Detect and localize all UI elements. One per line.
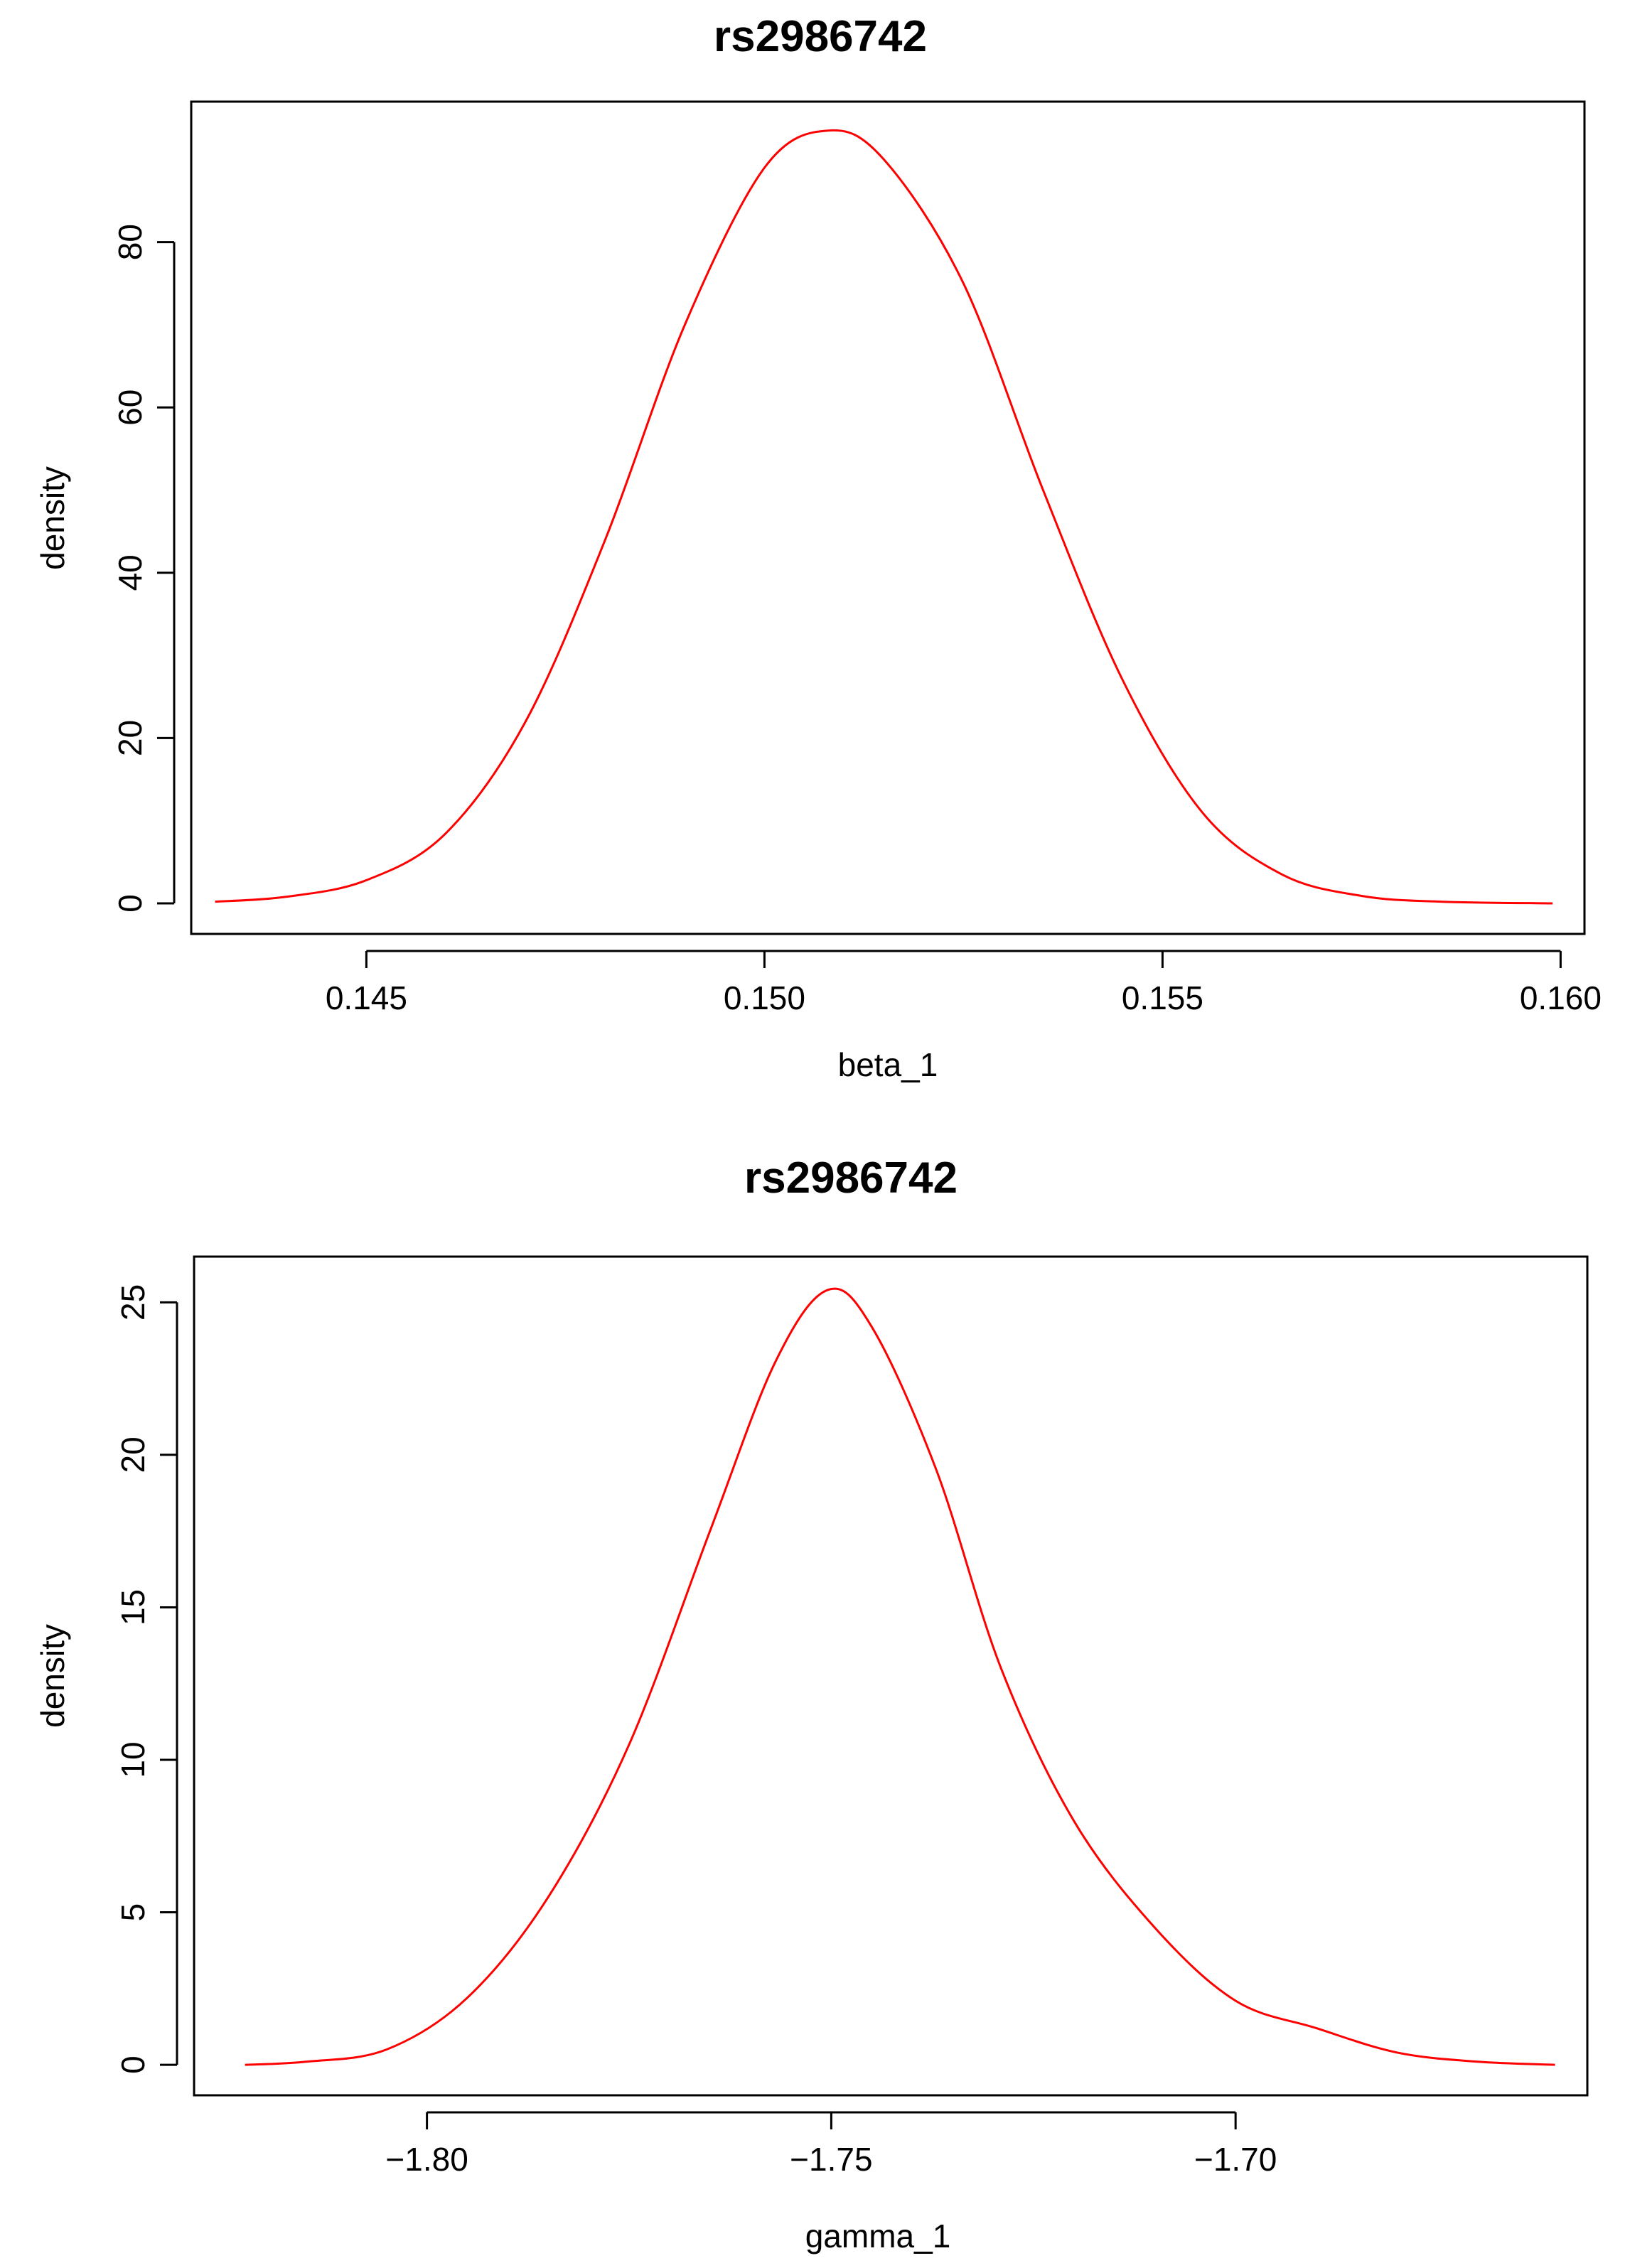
- x-axis-label: gamma_1: [805, 2218, 951, 2254]
- y-axis: 0 5 10 15 20 25: [114, 1284, 178, 2074]
- density-curve: [215, 129, 1553, 905]
- beta-density-plot: rs2986742 0.145 0.150 0.155 0.160 0 20 40 60 80…: [34, 12, 1602, 1083]
- y-axis-label: density: [34, 466, 71, 570]
- x-axis: 0.145 0.150 0.155 0.160: [326, 950, 1602, 1016]
- x-tick-label: −1.70: [1194, 2141, 1277, 2178]
- y-tick-label: 60: [112, 389, 149, 426]
- y-tick-label: 40: [112, 554, 149, 591]
- chart-title: rs2986742: [714, 12, 927, 61]
- y-tick-label: 15: [114, 1589, 151, 1625]
- x-tick-label: −1.80: [385, 2141, 468, 2178]
- x-tick-label: 0.150: [724, 979, 805, 1016]
- x-tick-label: 0.155: [1122, 979, 1203, 1016]
- y-axis-label: density: [34, 1624, 71, 1728]
- x-tick-label: −1.75: [790, 2141, 872, 2178]
- density-curve: [245, 1287, 1555, 2066]
- chart-title: rs2986742: [744, 1154, 958, 1203]
- plot-frame: [193, 1255, 1589, 2097]
- y-tick-label: 5: [114, 1903, 151, 1922]
- y-tick-label: 80: [112, 224, 149, 260]
- plot-frame: [190, 100, 1586, 935]
- gamma-density-plot: rs2986742 −1.80 −1.75 −1.70 0 5 10 15 20 25 gam…: [34, 1154, 1589, 2254]
- y-tick-label: 0: [112, 894, 149, 913]
- y-tick-label: 0: [114, 2055, 151, 2074]
- x-axis: −1.80 −1.75 −1.70: [385, 2111, 1277, 2178]
- x-axis-label: beta_1: [838, 1046, 938, 1083]
- x-tick-label: 0.145: [326, 979, 407, 1016]
- y-tick-label: 10: [114, 1741, 151, 1778]
- y-tick-label: 20: [112, 720, 149, 756]
- x-tick-label: 0.160: [1520, 979, 1602, 1016]
- y-tick-label: 20: [114, 1436, 151, 1473]
- y-axis: 0 20 40 60 80: [112, 224, 176, 913]
- y-tick-label: 25: [114, 1284, 151, 1321]
